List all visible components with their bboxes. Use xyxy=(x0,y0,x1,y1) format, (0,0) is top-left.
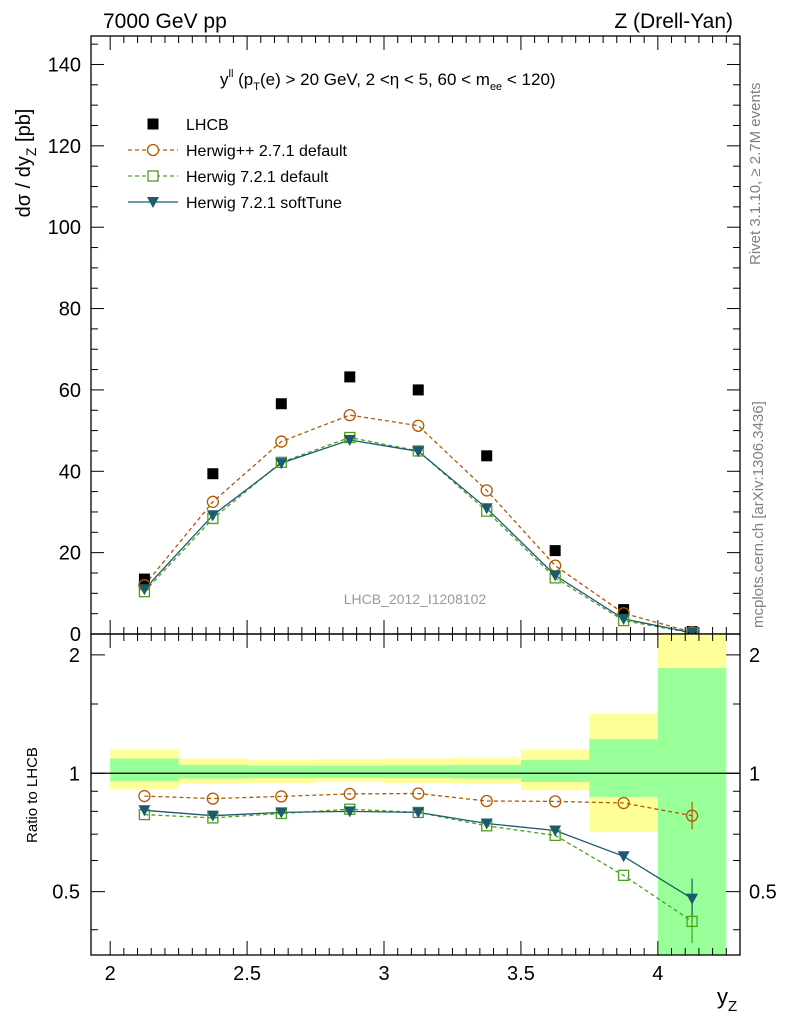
point-herwig7-softtune xyxy=(549,570,562,582)
rivet-label: Rivet 3.1.10, ≥ 2.7M events xyxy=(747,83,764,266)
x-tick-label: 2.5 xyxy=(233,963,261,985)
ratio-point-herwig7-default xyxy=(617,869,630,882)
ratio-y-tick-label-left: 2 xyxy=(69,645,80,667)
y-tick-label: 80 xyxy=(59,299,81,321)
x-tick-label: 4 xyxy=(652,963,663,985)
green-band xyxy=(247,765,316,779)
ratio-point-herwig7-softtune xyxy=(549,825,562,837)
data-point-lhcb xyxy=(412,384,424,396)
x-tick-label: 3 xyxy=(378,963,389,985)
green-band xyxy=(384,765,453,779)
point-herwig7-softtune xyxy=(138,584,151,596)
ratio-frame xyxy=(90,633,741,956)
y-tick-label: 40 xyxy=(59,461,81,483)
main-plot-area xyxy=(138,371,699,634)
y-tick-label: 120 xyxy=(48,136,81,158)
legend-marker-herwig7-default xyxy=(147,170,159,182)
ratio-point-herwig7-softtune xyxy=(686,893,699,905)
ratio-y-axis-label: Ratio to LHCB xyxy=(24,747,41,843)
point-herwigpp xyxy=(206,495,220,508)
green-band xyxy=(452,764,521,779)
legend-marker-herwigpp xyxy=(146,143,160,157)
point-herwigpp xyxy=(412,419,425,432)
ratio-point-herwigpp xyxy=(480,794,493,808)
ratio-point-herwig7-softtune xyxy=(275,807,288,819)
analysis-tag: LHCB_2012_I1208102 xyxy=(344,591,487,607)
legend-entry-label: Herwig++ 2.7.1 default xyxy=(186,143,348,160)
point-herwig7-softtune xyxy=(617,613,630,625)
legend-entry-label: Herwig 7.2.1 softTune xyxy=(186,195,342,212)
green-band xyxy=(315,765,385,778)
legend-entry-label: Herwig 7.2.1 default xyxy=(186,169,329,186)
point-herwig7-softtune xyxy=(480,503,493,515)
ratio-point-herwig7-softtune xyxy=(343,806,356,818)
legend-entry-label: LHCB xyxy=(186,117,229,134)
green-band xyxy=(178,764,248,779)
green-band xyxy=(110,758,179,782)
y-tick-label: 140 xyxy=(48,54,81,76)
ratio-point-herwigpp xyxy=(685,809,699,822)
point-herwig7-softtune xyxy=(275,458,288,470)
ratio-y-tick-label-left: 1 xyxy=(69,763,80,785)
green-band xyxy=(520,760,590,783)
point-herwig7-softtune xyxy=(412,446,425,458)
data-point-lhcb xyxy=(275,398,287,410)
ratio-point-herwig7-softtune xyxy=(206,810,219,822)
x-axis-label: yZ xyxy=(717,984,737,1015)
ratio-point-herwigpp xyxy=(617,796,630,810)
point-herwigpp xyxy=(275,435,288,448)
point-herwigpp xyxy=(343,408,356,422)
data-point-lhcb xyxy=(481,450,493,462)
point-herwigpp xyxy=(549,559,562,572)
data-point-lhcb xyxy=(549,545,561,557)
point-herwigpp xyxy=(480,484,493,497)
ratio-y-tick-label-right: 0.5 xyxy=(749,882,777,904)
ratio-point-herwigpp xyxy=(275,790,288,803)
point-herwig7-softtune xyxy=(343,434,356,446)
ratio-point-herwig7-softtune xyxy=(138,805,151,817)
ratio-uncertainty-bands xyxy=(110,634,727,955)
legend: LHCB Herwig++ 2.7.1 default Herwig 7.2.1 d… xyxy=(128,117,348,212)
ratio-point-herwig7-default xyxy=(686,915,698,928)
ratio-point-herwigpp xyxy=(412,787,425,800)
y-tick-label: 0 xyxy=(70,624,81,646)
point-herwig7-softtune xyxy=(206,510,219,522)
header-left: 7000 GeV pp xyxy=(103,10,227,33)
ratio-y-tick-label-right: 2 xyxy=(749,645,760,667)
y-axis-label: dσ / dyZ [pb] xyxy=(13,109,39,218)
legend-marker-lhcb xyxy=(147,118,159,130)
ratio-series-line xyxy=(144,792,693,817)
ratio-point-herwig7-softtune xyxy=(412,807,425,819)
ratio-point-herwigpp xyxy=(549,795,562,808)
ratio-point-herwigpp xyxy=(206,792,220,805)
ratio-point-herwig7-softtune xyxy=(617,851,630,863)
mcplots-label: mcplots.cern.ch [arXiv:1306.3436] xyxy=(750,401,767,628)
ratio-y-tick-label-right: 1 xyxy=(749,763,760,785)
plot-title: yll (pT(e) > 20 GeV, 2 <η < 5, 60 < mee … xyxy=(220,68,556,93)
ratio-point-herwigpp xyxy=(343,787,356,801)
header-right: Z (Drell-Yan) xyxy=(614,10,733,33)
x-tick-label: 3.5 xyxy=(507,963,535,985)
ratio-y-tick-label-left: 0.5 xyxy=(52,882,80,904)
data-point-lhcb xyxy=(344,371,356,383)
y-tick-label: 60 xyxy=(59,380,81,402)
data-point-lhcb xyxy=(207,468,219,480)
ratio-point-herwig7-softtune xyxy=(480,818,493,830)
y-tick-label: 20 xyxy=(59,543,81,565)
data-point-lhcb xyxy=(618,604,630,616)
ratio-plot-area xyxy=(91,772,740,944)
y-tick-label: 100 xyxy=(48,217,81,239)
legend-marker-herwig7-softtune xyxy=(147,197,159,208)
green-band xyxy=(589,739,658,798)
ratio-point-herwigpp xyxy=(138,789,151,803)
x-tick-label: 2 xyxy=(105,963,116,985)
point-herwig7-softtune xyxy=(686,627,699,634)
